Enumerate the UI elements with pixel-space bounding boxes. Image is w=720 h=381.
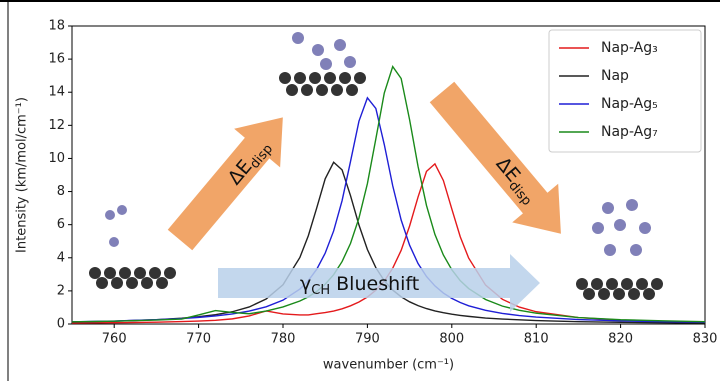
y-tick-label: 10 <box>48 151 65 166</box>
legend-label: Nap-Ag₅ <box>601 96 658 112</box>
legend-label: Nap-Ag₃ <box>601 40 658 56</box>
legend-label: Nap <box>601 68 629 84</box>
x-axis-label: wavenumber (cm⁻¹) <box>323 358 454 373</box>
x-tick-label: 790 <box>355 332 380 347</box>
x-tick-label: 810 <box>524 332 549 347</box>
x-tick-label: 780 <box>271 332 296 347</box>
molecule-nap-ag5 <box>279 32 366 96</box>
y-tick-label: 0 <box>57 317 65 332</box>
y-tick-label: 4 <box>57 250 65 265</box>
annotation-sub: CH <box>311 283 330 298</box>
y-tick-label: 12 <box>48 118 65 133</box>
y-tick-label: 18 <box>48 19 65 34</box>
x-tick-label: 820 <box>608 332 633 347</box>
x-tick-label: 830 <box>693 332 718 347</box>
y-tick-label: 2 <box>57 283 65 298</box>
figure: 024681012141618760770780790800810820830w… <box>0 0 720 381</box>
molecule-nap-ag3 <box>89 205 176 289</box>
annotation-main: γ <box>300 273 311 295</box>
y-tick-label: 16 <box>48 52 65 67</box>
y-tick-label: 8 <box>57 184 65 199</box>
molecule-nap-ag7 <box>576 199 663 300</box>
y-tick-label: 6 <box>57 217 65 232</box>
series-line <box>72 164 705 323</box>
legend-label: Nap-Ag₇ <box>601 124 658 140</box>
x-tick-label: 760 <box>102 332 127 347</box>
y-tick-label: 14 <box>48 85 65 100</box>
annotation-rest: Blueshift <box>330 273 419 295</box>
y-axis-label: Intensity (km/mol/cm⁻¹) <box>15 97 30 253</box>
series-line <box>72 162 705 323</box>
x-tick-label: 800 <box>439 332 464 347</box>
x-tick-label: 770 <box>186 332 211 347</box>
